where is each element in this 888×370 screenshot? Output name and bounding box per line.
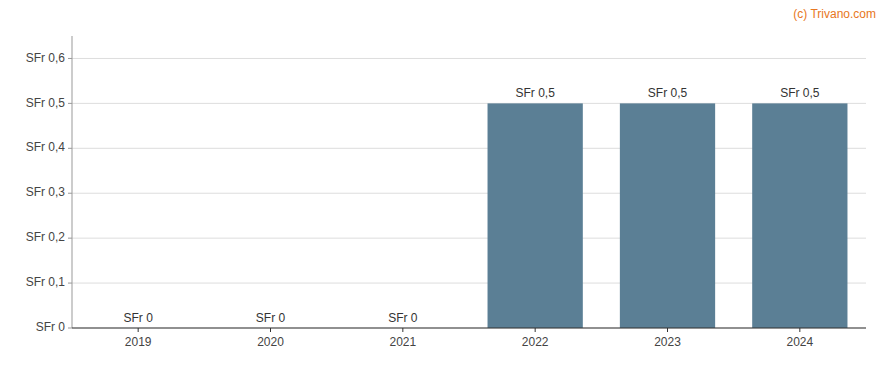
bar [752, 103, 847, 328]
bar [620, 103, 715, 328]
x-tick-label: 2020 [257, 335, 284, 349]
data-label: SFr 0 [388, 311, 418, 325]
bar [488, 103, 583, 328]
x-tick [270, 328, 271, 332]
y-axis: SFr 0 SFr 0,1 SFr 0,2 SFr 0,3 SFr 0,4 SFr 0,5… [26, 36, 72, 334]
y-tick-label: SFr 0 [36, 320, 66, 334]
y-tick [68, 238, 72, 239]
y-tick-label: SFr 0,5 [26, 96, 66, 110]
x-tick-label: 2024 [786, 335, 813, 349]
x-tick [138, 328, 139, 332]
y-tick-label: SFr 0,3 [26, 185, 66, 199]
bars [488, 103, 848, 328]
data-label: SFr 0,5 [780, 86, 820, 100]
grid-line [72, 283, 866, 284]
grid-line [72, 103, 866, 104]
x-tick [667, 328, 668, 332]
annotation: (c) Trivano.com [793, 7, 876, 21]
data-label: SFr 0 [123, 311, 153, 325]
x-axis-line [72, 327, 866, 328]
data-labels: SFr 0 SFr 0 SFr 0 SFr 0,5 SFr 0,5 SFr 0,5 [123, 86, 819, 325]
x-axis: 2019 2020 2021 2022 2023 2024 [72, 328, 866, 349]
y-tick [68, 328, 72, 329]
y-tick-label: SFr 0,1 [26, 275, 66, 289]
grid-line [72, 328, 866, 329]
grid [72, 58, 866, 328]
data-label: SFr 0,5 [515, 86, 555, 100]
x-tick-label: 2023 [654, 335, 681, 349]
grid-line [72, 58, 866, 59]
x-tick-label: 2021 [389, 335, 416, 349]
y-axis-line [72, 36, 73, 328]
y-tick-label: SFr 0,6 [26, 51, 66, 65]
y-tick [68, 283, 72, 284]
y-tick [68, 103, 72, 104]
x-tick [535, 328, 536, 332]
x-tick-label: 2019 [125, 335, 152, 349]
data-label: SFr 0 [256, 311, 286, 325]
chart: SFr 0 SFr 0,1 SFr 0,2 SFr 0,3 SFr 0,4 SFr 0,5… [0, 0, 888, 370]
x-tick-label: 2022 [522, 335, 549, 349]
data-label: SFr 0,5 [648, 86, 688, 100]
y-tick-label: SFr 0,2 [26, 230, 66, 244]
grid-line [72, 148, 866, 149]
y-tick [68, 148, 72, 149]
grid-line [72, 238, 866, 239]
x-tick [402, 328, 403, 332]
y-tick-label: SFr 0,4 [26, 140, 66, 154]
x-tick [799, 328, 800, 332]
y-tick [68, 193, 72, 194]
y-tick [68, 58, 72, 59]
grid-line [72, 193, 866, 194]
